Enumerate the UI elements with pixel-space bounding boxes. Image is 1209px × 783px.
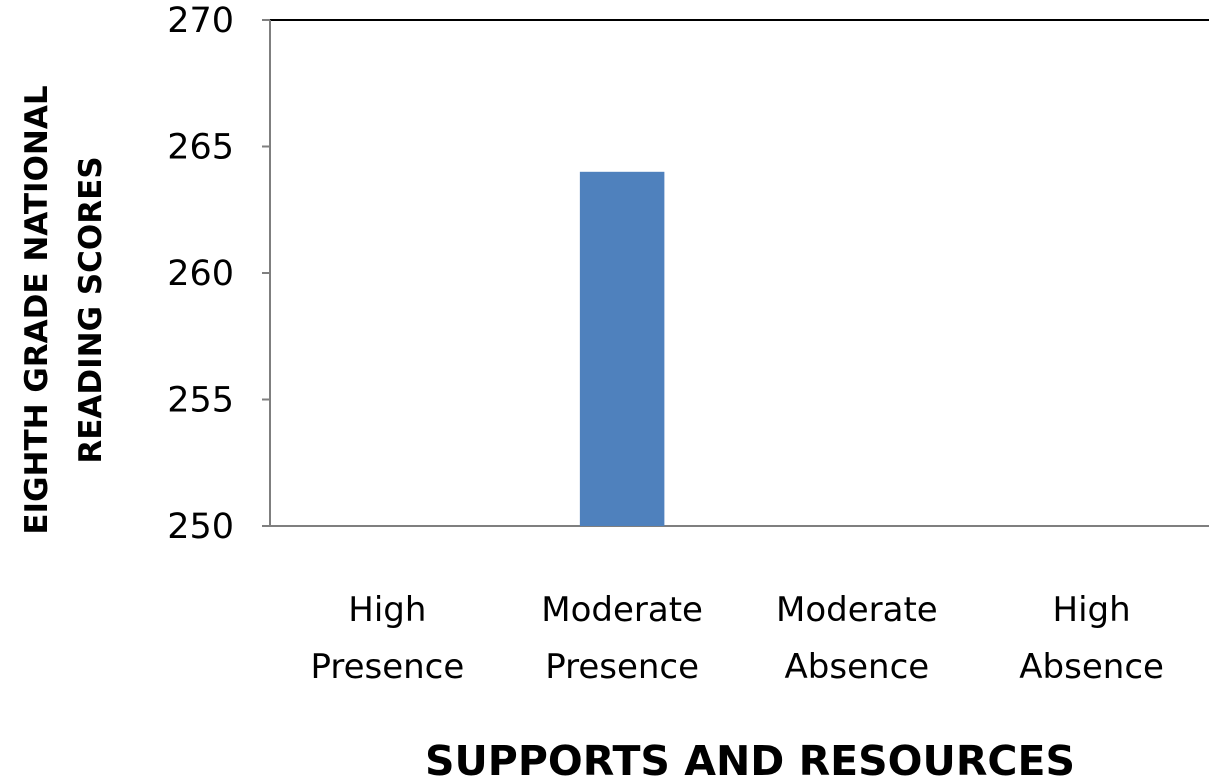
x-axis-title: SUPPORTS AND RESOURCES [425, 737, 1075, 783]
y-tick-label: 270 [167, 1, 234, 41]
y-tick-label: 265 [167, 128, 234, 168]
y-axis-title-line-2: READING SCORES [73, 156, 109, 463]
x-axis-labels: High Presence Moderate Presence Moderate Abse… [310, 590, 1164, 687]
x-category-label: Absence [1019, 647, 1164, 687]
x-category-label: High [1053, 590, 1131, 630]
x-category-label: Absence [785, 647, 930, 687]
x-category-label: Presence [545, 647, 699, 687]
y-axis-ticks: 250 255 260 265 270 [167, 1, 270, 547]
x-category-label: High [348, 590, 426, 630]
x-category-label: Moderate [541, 590, 703, 630]
plot-area [270, 20, 1209, 526]
y-tick-label: 260 [167, 254, 234, 294]
y-axis-title-line-1: EIGHTH GRADE NATIONAL [19, 85, 55, 534]
x-category-label: Moderate [776, 590, 938, 630]
y-tick-label: 255 [167, 381, 234, 421]
y-tick-label: 250 [167, 507, 234, 547]
bars-group [579, 171, 665, 527]
y-axis-title: EIGHTH GRADE NATIONAL READING SCORES [19, 85, 109, 534]
x-category-label: Presence [310, 647, 464, 687]
bar [579, 171, 665, 527]
